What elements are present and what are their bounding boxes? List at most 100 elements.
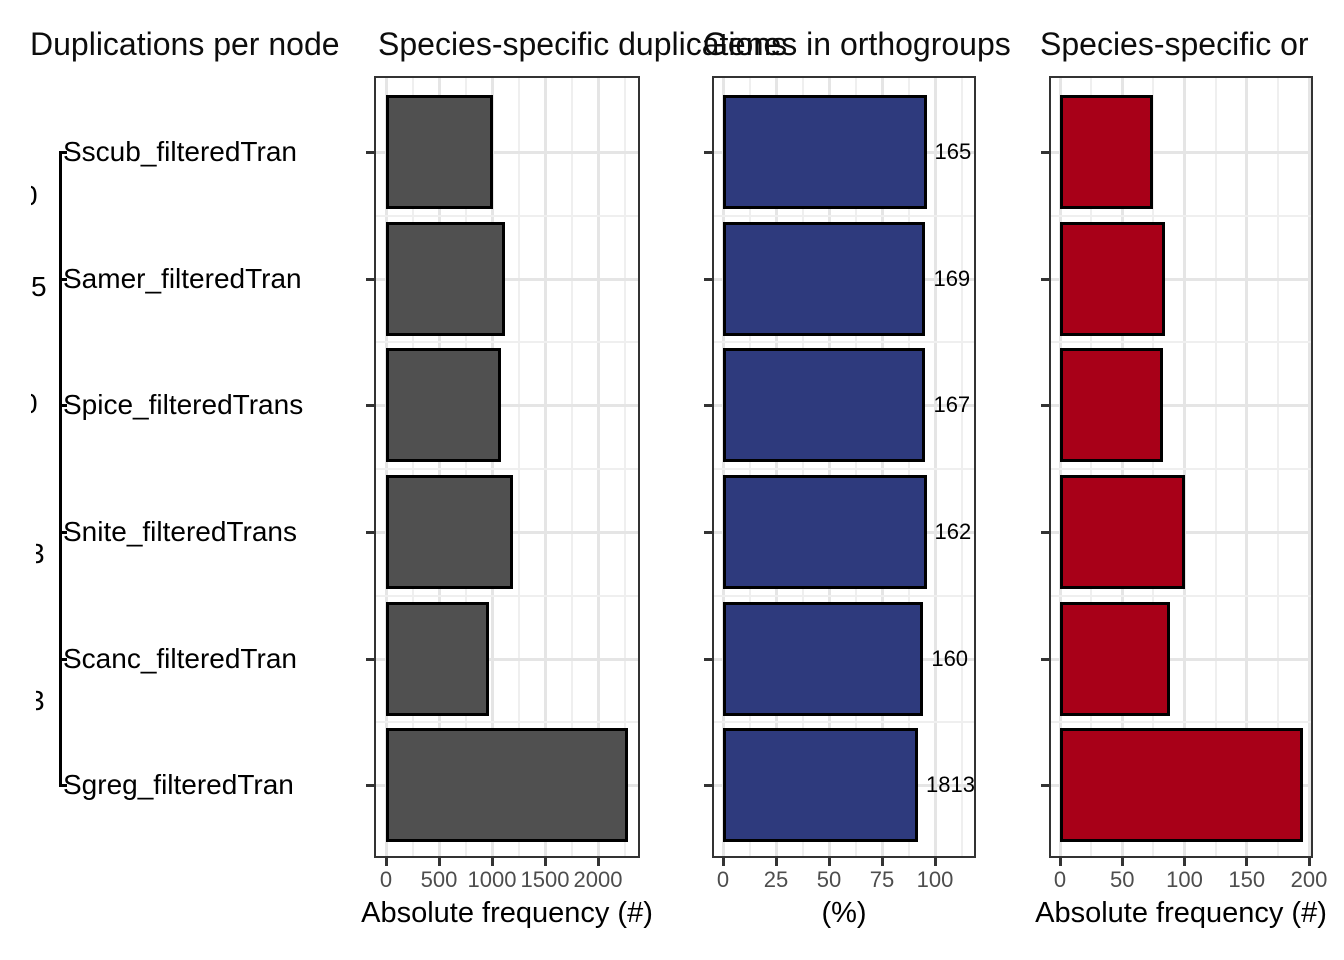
plot-title-genes-in-orthogroups: Genes in orthogroups: [703, 26, 1011, 62]
tree-tip-label: Samer_filteredTran: [63, 263, 302, 294]
x-axis-tick: [437, 858, 441, 866]
bar-value-label: 160: [931, 646, 969, 671]
bar-Snite_filteredTrans: [386, 475, 514, 589]
gridline-minor-horizontal: [376, 214, 638, 217]
tree-tip-label: Spice_filteredTrans: [63, 389, 304, 420]
gridline-major-vertical: [490, 78, 494, 856]
x-axis-tick: [880, 858, 884, 866]
bar-value-label: 162: [934, 519, 972, 544]
y-axis-tick: [366, 783, 374, 787]
bar-Spice_filteredTrans: [723, 348, 926, 462]
gridline-major-horizontal: [1051, 277, 1311, 281]
x-axis-tick: [1120, 858, 1124, 866]
gridline-major-horizontal: [376, 657, 638, 661]
y-axis-tick: [704, 530, 712, 534]
gridline-major-vertical: [543, 78, 547, 856]
x-axis-tick: [827, 858, 831, 866]
y-axis-tick: [1041, 783, 1049, 787]
gridline-minor-horizontal: [714, 214, 974, 217]
gridline-major-horizontal: [376, 150, 638, 154]
gridline-major-vertical: [1307, 78, 1311, 856]
gridline-minor-horizontal: [714, 721, 974, 723]
tree-node-label-text: 3: [36, 685, 45, 716]
y-axis-tick: [1041, 657, 1049, 661]
x-axis-tick: [1058, 858, 1062, 866]
tree-node-label-fragment: 3: [36, 682, 53, 720]
gridline-major-horizontal: [1051, 150, 1311, 154]
tree-branch-stub: [59, 151, 67, 154]
x-axis-tick-label: 150: [1228, 867, 1266, 892]
y-axis-tick: [1041, 530, 1049, 534]
bar-Scanc_filteredTran: [723, 602, 924, 716]
y-axis-tick: [704, 657, 712, 661]
bar-Sscub_filteredTran: [723, 95, 927, 209]
plot-title-duplications-per-node: Duplications per node: [30, 26, 340, 62]
tree-node-label-fragment: 5: [31, 268, 48, 306]
y-axis-tick: [704, 150, 712, 154]
x-axis-tick: [543, 858, 547, 866]
bar-value-label: 1813: [926, 772, 975, 797]
x-axis-tick-label: 2000: [573, 867, 623, 892]
gridline-major-horizontal: [376, 277, 638, 281]
x-axis-tick: [596, 858, 600, 866]
gridline-minor-vertical: [1214, 78, 1217, 856]
tree-branch-stub: [59, 531, 67, 534]
tree-branch-stub: [59, 404, 67, 407]
gridline-minor-horizontal: [1051, 214, 1311, 217]
y-axis-tick: [1041, 403, 1049, 407]
tree-node-label-text: 0: [31, 177, 38, 215]
y-axis-tick: [1041, 150, 1049, 154]
gridline-major-vertical: [596, 78, 600, 856]
gridline-minor-horizontal: [1051, 594, 1311, 597]
x-axis-tick-label: 75: [869, 867, 895, 892]
x-axis-tick: [490, 858, 494, 866]
x-axis-tick: [774, 858, 778, 866]
gridline-minor-horizontal: [376, 341, 638, 343]
y-axis-tick: [366, 657, 374, 661]
bar-Snite_filteredTrans: [723, 475, 927, 589]
gridline-minor-vertical: [1276, 78, 1279, 856]
x-axis-title-panel3: Absolute frequency (#): [1035, 897, 1327, 929]
gridline-major-vertical: [827, 78, 831, 856]
x-axis-tick-label: 0: [716, 867, 730, 892]
x-axis-tick-label: 0: [379, 867, 393, 892]
x-axis-tick-label: 25: [763, 867, 789, 892]
gridline-minor-vertical: [464, 78, 467, 856]
bar-Spice_filteredTrans: [1060, 348, 1164, 462]
x-axis-tick: [1183, 858, 1186, 866]
tree-node-label-fragment: 3: [36, 535, 53, 573]
gridline-minor-vertical: [517, 78, 520, 856]
bar-Spice_filteredTrans: [386, 348, 501, 462]
bar-Sscub_filteredTran: [1060, 95, 1154, 209]
y-axis-tick: [704, 783, 712, 787]
gridline-minor-vertical: [1152, 78, 1155, 856]
x-axis-tick-label: 1500: [520, 867, 570, 892]
gridline-minor-horizontal: [376, 594, 638, 597]
x-axis-tick: [721, 858, 725, 866]
x-axis-title-panel1: Absolute frequency (#): [361, 897, 653, 929]
x-axis-tick-label: 100: [1166, 867, 1203, 892]
x-axis-tick-label: 200: [1290, 867, 1328, 892]
y-axis-tick: [704, 403, 712, 407]
gridline-minor-vertical: [748, 78, 751, 856]
y-axis-tick: [366, 277, 374, 281]
gridline-minor-horizontal: [714, 467, 974, 470]
tree-node-label-text: 3: [36, 538, 45, 569]
gridline-minor-vertical: [960, 78, 963, 856]
x-axis-tick-label: 1000: [467, 867, 517, 892]
gridline-major-vertical: [437, 78, 441, 856]
x-axis-tick-label: 0: [1053, 867, 1067, 892]
x-axis-title-panel2: (%): [821, 897, 867, 929]
gridline-major-vertical: [933, 78, 937, 856]
bar-value-label: 169: [933, 266, 971, 291]
gridline-major-vertical: [1120, 78, 1124, 856]
gridline-minor-horizontal: [714, 594, 974, 597]
tree-branch-stub: [59, 658, 67, 661]
gridline-major-vertical: [1058, 78, 1062, 856]
gridline-minor-vertical: [570, 78, 573, 856]
bar-Sscub_filteredTran: [386, 95, 494, 209]
gridline-minor-horizontal: [1051, 721, 1311, 723]
gridline-minor-horizontal: [714, 341, 974, 343]
x-axis-tick-label: 100: [916, 867, 954, 892]
